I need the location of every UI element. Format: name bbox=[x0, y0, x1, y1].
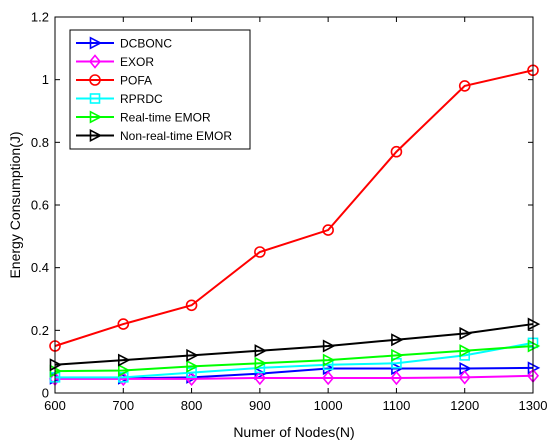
legend-label: RPRDC bbox=[120, 92, 163, 106]
legend-item: EXOR bbox=[76, 54, 154, 69]
data-point bbox=[186, 367, 197, 378]
y-tick-label: 1.2 bbox=[31, 10, 49, 25]
data-point bbox=[254, 356, 268, 370]
legend-item: POFA bbox=[76, 74, 152, 88]
x-tick-label: 1300 bbox=[519, 398, 548, 413]
x-axis-title: Numer of Nodes(N) bbox=[233, 424, 354, 440]
data-point bbox=[254, 246, 266, 258]
data-point bbox=[254, 344, 268, 358]
legend-swatch-marker bbox=[89, 93, 101, 104]
y-tick-label: 0.4 bbox=[31, 260, 49, 275]
legend-swatch-marker bbox=[89, 110, 103, 124]
series-line bbox=[54, 323, 534, 366]
data-point bbox=[186, 359, 199, 373]
data-point bbox=[185, 299, 198, 312]
y-tick-label: 0.8 bbox=[31, 135, 49, 150]
data-point bbox=[322, 370, 335, 386]
series-line bbox=[54, 345, 534, 373]
legend-item: RPRDC bbox=[76, 92, 163, 106]
x-tick-label: 900 bbox=[249, 398, 271, 413]
data-point bbox=[459, 344, 472, 358]
data-point bbox=[390, 145, 403, 158]
data-point bbox=[254, 367, 268, 381]
data-point bbox=[458, 370, 471, 385]
legend-swatch-marker bbox=[89, 74, 101, 86]
x-tick-label: 1000 bbox=[314, 398, 343, 413]
data-point bbox=[117, 363, 131, 377]
data-point bbox=[458, 80, 471, 92]
data-point bbox=[322, 224, 334, 236]
x-tick-label: 1200 bbox=[450, 398, 479, 413]
data-point bbox=[391, 362, 404, 376]
series-line bbox=[55, 341, 534, 379]
legend-box bbox=[69, 29, 251, 150]
legend-item: Non-real-time EMOR bbox=[76, 128, 232, 143]
data-point bbox=[186, 348, 199, 362]
data-point bbox=[322, 339, 336, 353]
legend: DCBONC EXOR POFA RPRDC Real-time EMOR Non-rea… bbox=[69, 29, 251, 150]
legend-label: POFA bbox=[120, 74, 152, 88]
x-tick-label: 1100 bbox=[382, 398, 410, 413]
data-point bbox=[459, 326, 472, 340]
x-tick-label: 800 bbox=[181, 398, 203, 413]
y-tick-label: 0 bbox=[42, 386, 49, 401]
y-tick-label: 1 bbox=[42, 72, 49, 87]
legend-item: Real-time EMOR bbox=[76, 110, 211, 125]
x-tick-label: 700 bbox=[112, 398, 134, 413]
data-point bbox=[322, 353, 336, 367]
data-point bbox=[390, 370, 403, 386]
data-point bbox=[117, 353, 131, 367]
legend-label: EXOR bbox=[120, 55, 154, 69]
series-non-real-time-emor bbox=[49, 317, 541, 372]
data-point bbox=[117, 318, 130, 330]
y-tick-label: 0.6 bbox=[31, 198, 49, 213]
data-point bbox=[391, 348, 404, 362]
legend-label: Non-real-time EMOR bbox=[120, 129, 232, 143]
legend-swatch-marker bbox=[89, 36, 103, 50]
legend-label: DCBONC bbox=[120, 37, 172, 51]
legend-swatch-marker bbox=[88, 54, 102, 69]
legend-item: DCBONC bbox=[76, 36, 172, 51]
x-tick-label: 600 bbox=[44, 398, 66, 413]
series-line bbox=[54, 69, 534, 347]
data-point bbox=[391, 333, 404, 347]
axes-layer: 600 700 800 900 1000 1100 1200 1300 0 0.2 0.4 0.6 0.… bbox=[31, 10, 548, 414]
series-line bbox=[55, 374, 534, 380]
y-tick-label: 0.2 bbox=[31, 323, 49, 338]
legend-swatch-marker bbox=[89, 128, 103, 143]
legend-label: Real-time EMOR bbox=[120, 111, 211, 125]
data-point bbox=[253, 370, 266, 386]
y-axis-title: Energy Consumption(J) bbox=[7, 131, 23, 278]
